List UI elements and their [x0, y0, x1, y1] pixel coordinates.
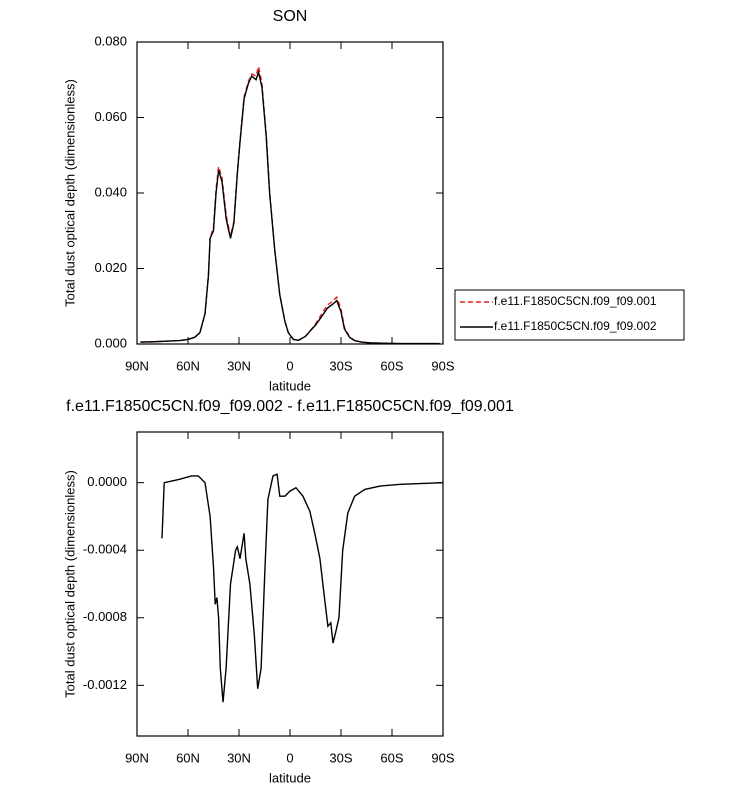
y-tick-label: -0.0012	[83, 677, 127, 692]
data-line	[140, 66, 440, 344]
y-tick-label: 0.060	[94, 109, 127, 124]
x-tick-label: 60S	[380, 358, 403, 373]
y-tick-label: 0.0000	[87, 474, 127, 489]
data-line	[161, 473, 443, 703]
legend-box	[454, 289, 685, 341]
x-tick-label: 30S	[329, 358, 352, 373]
x-tick-label: 0	[286, 750, 293, 765]
y-tick-label: 0.000	[94, 335, 127, 350]
plot-frame	[136, 41, 444, 345]
y-tick-label: 0.080	[94, 33, 127, 48]
x-axis-label: latitude	[269, 378, 311, 393]
y-tick-label: 0.040	[94, 184, 127, 199]
x-axis-label: latitude	[269, 770, 311, 785]
x-tick-label: 30S	[329, 750, 352, 765]
y-tick-label: 0.020	[94, 260, 127, 275]
x-tick-label: 60S	[380, 750, 403, 765]
legend-label: f.e11.F1850C5CN.f09_f09.001	[494, 294, 657, 308]
data-line	[140, 69, 440, 344]
y-axis-label: Total dust optical depth (dimensionless)	[62, 79, 77, 307]
x-tick-label: 60N	[176, 750, 200, 765]
x-tick-label: 90S	[431, 358, 454, 373]
plot-frame	[136, 431, 444, 737]
x-tick-label: 30N	[227, 750, 251, 765]
x-tick-label: 90N	[125, 750, 149, 765]
chart-title: f.e11.F1850C5CN.f09_f09.002 - f.e11.F185…	[66, 398, 514, 415]
legend-label: f.e11.F1850C5CN.f09_f09.002	[494, 319, 657, 333]
chart-title: SON	[273, 8, 308, 25]
x-tick-label: 90S	[431, 750, 454, 765]
x-tick-label: 90N	[125, 358, 149, 373]
x-tick-label: 60N	[176, 358, 200, 373]
y-axis-label: Total dust optical depth (dimensionless)	[62, 470, 77, 698]
x-tick-label: 30N	[227, 358, 251, 373]
y-tick-label: -0.0008	[83, 609, 127, 624]
y-tick-label: -0.0004	[83, 542, 127, 557]
x-tick-label: 0	[286, 358, 293, 373]
